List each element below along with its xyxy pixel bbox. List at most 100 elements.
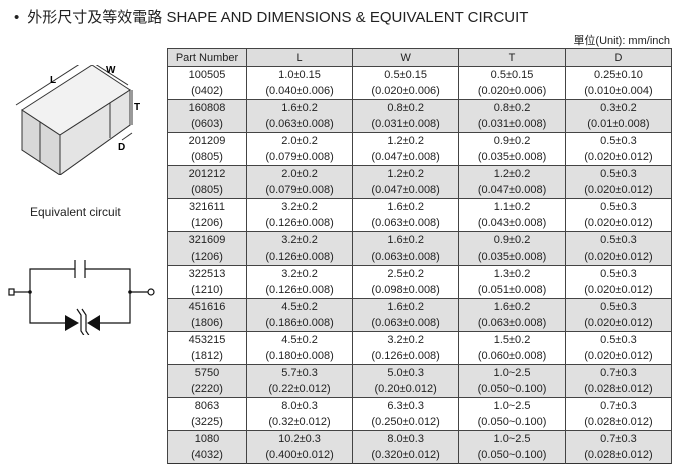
part-number-cell: (1812): [167, 347, 247, 365]
part-number-cell: 201212: [167, 165, 247, 183]
dim-W-cell: 1.2±0.2: [352, 165, 460, 183]
dim-T-cell: (0.035±0.008): [458, 248, 566, 266]
dim-L-cell: 4.5±0.2: [245, 297, 354, 315]
part-number-cell: 453215: [167, 330, 247, 348]
column-header: L: [245, 48, 354, 67]
part-number-cell: 5750: [167, 363, 247, 381]
dim-L-cell: 2.0±0.2: [245, 132, 354, 150]
dim-L-cell: 3.2±0.2: [245, 264, 354, 282]
part-number-cell: 8063: [167, 396, 247, 414]
table-row: 321609 3.2±0.2 1.6±0.2 0.9±0.2 0.5±0.3: [167, 231, 673, 249]
dim-W-cell: (0.063±0.008): [352, 314, 460, 332]
dim-D-cell: 0.5±0.3: [564, 264, 673, 282]
column-header: W: [352, 48, 460, 67]
dim-T-cell: (0.060±0.008): [458, 347, 566, 365]
dim-D-cell: (0.020±0.012): [564, 248, 673, 266]
label-L: L: [50, 75, 56, 86]
dim-W-cell: 0.5±0.15: [352, 66, 460, 83]
dim-T-cell: 1.1±0.2: [458, 198, 566, 216]
dim-T-cell: 1.0~2.5: [458, 396, 566, 414]
dim-L-cell: 3.2±0.2: [245, 231, 354, 249]
table-row: (1206) (0.126±0.008) (0.063±0.008) (0.035±0…: [167, 248, 673, 266]
table-row: (0402) (0.040±0.006) (0.020±0.006) (0.020±0…: [167, 83, 673, 100]
dim-W-cell: (0.250±0.012): [352, 413, 460, 431]
dim-L-cell: (0.32±0.012): [245, 413, 354, 431]
table-row: 322513 3.2±0.2 2.5±0.2 1.3±0.2 0.5±0.3: [167, 264, 673, 282]
dim-W-cell: 1.6±0.2: [352, 231, 460, 249]
table-row: 1080 10.2±0.3 8.0±0.3 1.0~2.5 0.7±0.3: [167, 430, 673, 448]
dim-W-cell: (0.031±0.008): [352, 116, 460, 133]
label-T: T: [134, 102, 140, 113]
dim-T-cell: 1.2±0.2: [458, 165, 566, 183]
title-zh: 外形尺寸及等效電路: [27, 9, 163, 26]
part-number-cell: 322513: [167, 264, 247, 282]
table-row: (0805) (0.079±0.008) (0.047±0.008) (0.035±0…: [167, 149, 673, 166]
dim-L-cell: 3.2±0.2: [245, 198, 354, 216]
dim-T-cell: (0.050~0.100): [458, 413, 566, 431]
dim-T-cell: (0.063±0.008): [458, 314, 566, 332]
table-row: (4032) (0.400±0.012) (0.320±0.012) (0.050~0…: [167, 447, 673, 464]
table-row: (0603) (0.063±0.008) (0.031±0.008) (0.031±0…: [167, 116, 673, 133]
dim-D-cell: 0.25±0.10: [564, 66, 673, 83]
dim-D-cell: 0.5±0.3: [564, 165, 673, 183]
column-header: D: [564, 48, 673, 67]
dim-L-cell: (0.180±0.008): [245, 347, 354, 365]
dim-D-cell: 0.5±0.3: [564, 198, 673, 216]
dim-T-cell: (0.050~0.100): [458, 380, 566, 398]
dim-W-cell: (0.020±0.006): [352, 83, 460, 100]
dim-W-cell: (0.047±0.008): [352, 149, 460, 166]
dim-T-cell: 1.5±0.2: [458, 330, 566, 348]
dim-L-cell: (0.040±0.006): [245, 83, 354, 100]
dim-W-cell: (0.063±0.008): [352, 215, 460, 232]
dim-T-cell: (0.047±0.008): [458, 182, 566, 199]
dim-T-cell: (0.031±0.008): [458, 116, 566, 133]
part-number-cell: (0805): [167, 182, 247, 199]
part-number-cell: (2220): [167, 380, 247, 398]
dim-L-cell: (0.22±0.012): [245, 380, 354, 398]
column-header: Part Number: [167, 48, 247, 67]
part-number-cell: 321611: [167, 198, 247, 216]
dim-L-cell: (0.126±0.008): [245, 248, 354, 266]
dim-W-cell: (0.063±0.008): [352, 248, 460, 266]
dim-W-cell: 1.6±0.2: [352, 198, 460, 216]
title-en: SHAPE AND DIMENSIONS & EQUIVALENT CIRCUI…: [166, 9, 529, 26]
table-row: 160808 1.6±0.2 0.8±0.2 0.8±0.2 0.3±0.2: [167, 99, 673, 117]
dim-T-cell: (0.020±0.006): [458, 83, 566, 100]
dim-L-cell: (0.400±0.012): [245, 447, 354, 464]
dim-D-cell: (0.020±0.012): [564, 182, 673, 199]
dim-T-cell: 1.3±0.2: [458, 264, 566, 282]
dim-D-cell: 0.7±0.3: [564, 396, 673, 414]
equivalent-circuit-label: Equivalent circuit: [30, 205, 121, 219]
dim-L-cell: 1.6±0.2: [245, 99, 354, 117]
section-title: • 外形尺寸及等效電路 SHAPE AND DIMENSIONS & EQUIVA…: [14, 6, 528, 27]
dim-T-cell: (0.050~0.100): [458, 447, 566, 464]
dim-D-cell: (0.028±0.012): [564, 447, 673, 464]
table-row: 5750 5.7±0.3 5.0±0.3 1.0~2.5 0.7±0.3: [167, 363, 673, 381]
dim-T-cell: 1.6±0.2: [458, 297, 566, 315]
dim-D-cell: 0.7±0.3: [564, 430, 673, 448]
part-number-cell: (0402): [167, 83, 247, 100]
dim-L-cell: (0.186±0.008): [245, 314, 354, 332]
table-row: 201212 2.0±0.2 1.2±0.2 1.2±0.2 0.5±0.3: [167, 165, 673, 183]
dim-T-cell: 0.9±0.2: [458, 231, 566, 249]
part-number-cell: (1806): [167, 314, 247, 332]
part-number-cell: (1210): [167, 281, 247, 299]
dim-D-cell: 0.5±0.3: [564, 132, 673, 150]
dim-T-cell: 1.0~2.5: [458, 363, 566, 381]
dim-D-cell: 0.5±0.3: [564, 297, 673, 315]
column-header: T: [458, 48, 566, 67]
dim-D-cell: 0.7±0.3: [564, 363, 673, 381]
dim-L-cell: 8.0±0.3: [245, 396, 354, 414]
dim-W-cell: 3.2±0.2: [352, 330, 460, 348]
dim-W-cell: 5.0±0.3: [352, 363, 460, 381]
dim-W-cell: (0.320±0.012): [352, 447, 460, 464]
dim-W-cell: 0.8±0.2: [352, 99, 460, 117]
dim-W-cell: (0.047±0.008): [352, 182, 460, 199]
part-number-cell: 1080: [167, 430, 247, 448]
dim-D-cell: (0.01±0.008): [564, 116, 673, 133]
dim-L-cell: 1.0±0.15: [245, 66, 354, 83]
dim-L-cell: 10.2±0.3: [245, 430, 354, 448]
dim-D-cell: 0.5±0.3: [564, 231, 673, 249]
part-number-cell: (4032): [167, 447, 247, 464]
dim-D-cell: (0.010±0.004): [564, 83, 673, 100]
